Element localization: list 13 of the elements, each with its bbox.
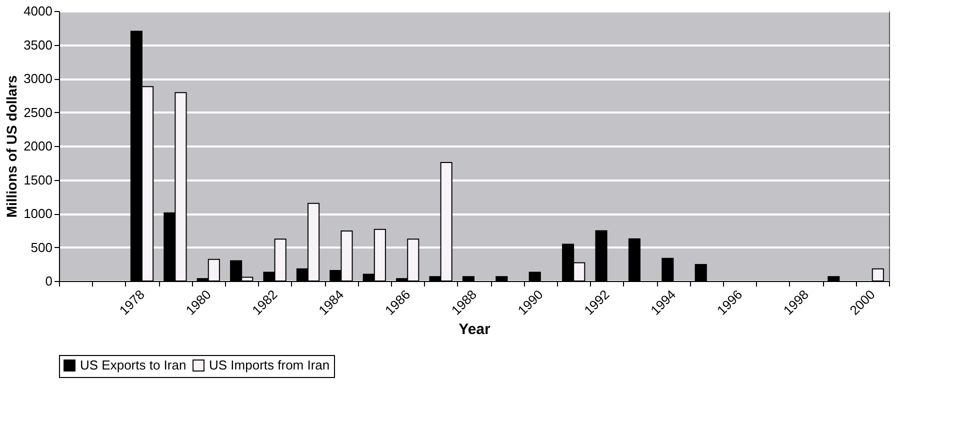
y-tick-label: 2000 — [24, 138, 52, 154]
legend-label: US Imports from Iran — [209, 358, 330, 373]
y-tick-label: 0 — [45, 274, 52, 288]
legend-label: US Exports to Iran — [80, 358, 186, 373]
y-tick-label: 2500 — [24, 104, 52, 120]
y-tick-label: 1000 — [24, 206, 52, 221]
y-tick-label: 4000 — [24, 4, 52, 18]
x-axis-title: Year — [458, 320, 491, 338]
y-tick-label: 3000 — [24, 71, 52, 86]
y-axis-title: Millions of US dollars — [4, 75, 20, 218]
y-tick-label: 500 — [30, 240, 52, 255]
y-tick-label: 1500 — [24, 172, 52, 188]
y-tick-label: 3500 — [24, 37, 52, 52]
